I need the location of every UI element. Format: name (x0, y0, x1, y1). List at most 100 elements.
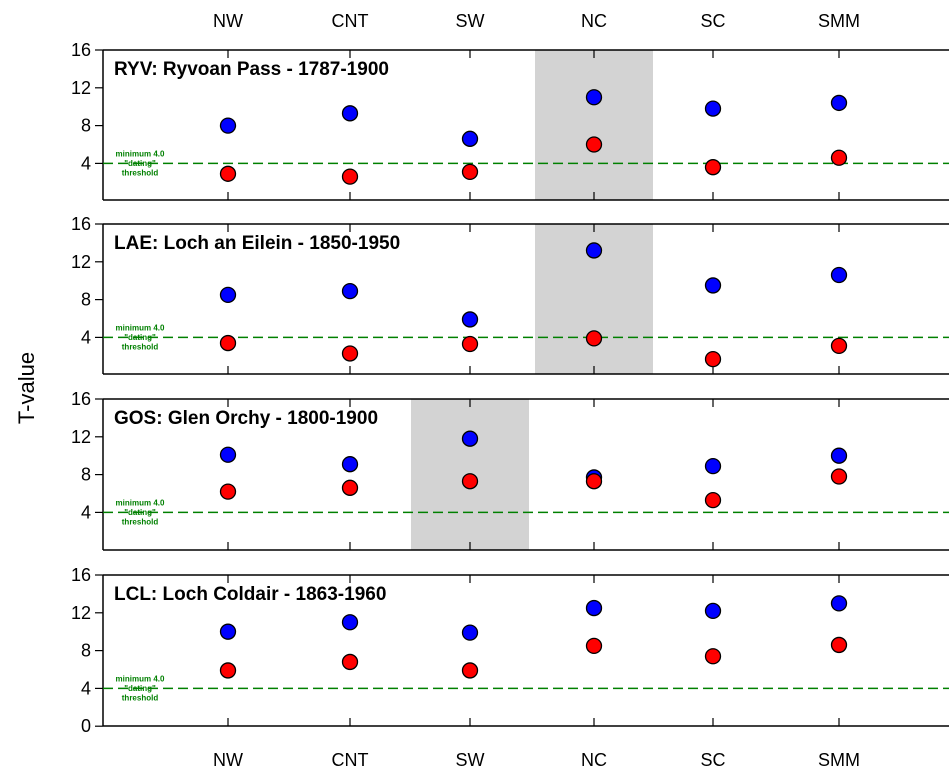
blue-point (585, 242, 603, 259)
red-point (461, 335, 479, 353)
blue-point (461, 430, 479, 447)
blue-point (704, 457, 722, 475)
red-point (585, 136, 603, 153)
blue-point (830, 266, 848, 284)
bottom-category-axis: NW CNT SW NC SC SMM (213, 750, 860, 770)
blue-point (341, 614, 359, 631)
y-tick-label: 8 (81, 641, 91, 661)
y-tick-label: 8 (81, 290, 91, 310)
threshold-label: threshold (122, 343, 159, 352)
bottom-category-label: SC (700, 750, 725, 770)
y-tick-label: 4 (81, 502, 91, 522)
y-tick-label: 4 (81, 153, 91, 173)
panel-title: LCL: Loch Coldair - 1863-1960 (114, 584, 386, 605)
threshold-label: threshold (122, 694, 159, 703)
blue-point (461, 130, 479, 147)
panel: 4 8 12 16 minimum 4.0"dating"threshold GOS: G… (71, 389, 949, 551)
red-point (219, 483, 237, 500)
top-category-label: SC (700, 11, 725, 31)
y-tick-label: 4 (81, 327, 91, 347)
blue-point (461, 311, 479, 328)
bottom-category-label: SW (456, 750, 485, 770)
threshold-label: "dating" (124, 508, 156, 517)
y-tick-label: 12 (71, 427, 91, 447)
y-tick-label: 0 (81, 716, 91, 736)
blue-point (341, 282, 359, 300)
red-point (219, 662, 237, 679)
red-point (461, 163, 479, 181)
red-point (341, 479, 359, 496)
panel: 4 8 12 16 minimum 4.0"dating"threshold LAE: L… (71, 214, 949, 375)
red-point (219, 165, 237, 182)
blue-point (585, 599, 603, 617)
red-point (341, 653, 359, 671)
red-point (585, 330, 603, 347)
bottom-category-label: NC (581, 750, 607, 770)
red-point (461, 473, 479, 490)
blue-point (585, 89, 603, 106)
blue-point (704, 277, 722, 294)
red-point (830, 149, 848, 166)
red-point (704, 648, 722, 665)
red-point (341, 168, 359, 185)
blue-point (704, 100, 722, 117)
red-point (585, 473, 603, 490)
panel-title: GOS: Glen Orchy - 1800-1900 (114, 408, 378, 429)
y-tick-label: 8 (81, 116, 91, 136)
y-tick-label: 12 (71, 603, 91, 623)
blue-point (219, 117, 237, 134)
threshold-label: "dating" (124, 333, 156, 342)
blue-point (341, 456, 359, 473)
red-point (461, 662, 479, 679)
red-point (704, 350, 722, 368)
panel: 4 8 12 16 minimum 4.0"dating"threshold RYV: R… (71, 40, 949, 201)
highlight-band (535, 50, 653, 200)
y-tick-label: 16 (71, 565, 91, 585)
y-tick-label: 16 (71, 40, 91, 60)
red-point (704, 491, 722, 509)
top-category-axis: NW CNT SW NC SC SMM (213, 11, 860, 31)
bottom-category-label: NW (213, 750, 243, 770)
blue-point (461, 624, 479, 641)
y-tick-label: 16 (71, 389, 91, 409)
panel-title: LAE: Loch an Eilein - 1850-1950 (114, 233, 400, 254)
top-category-label: NC (581, 11, 607, 31)
blue-point (341, 105, 359, 122)
blue-point (830, 595, 848, 612)
blue-point (219, 623, 237, 640)
threshold-label: minimum 4.0 (116, 499, 165, 508)
threshold-label: minimum 4.0 (116, 150, 165, 159)
threshold-label: threshold (122, 518, 159, 527)
threshold-label: minimum 4.0 (116, 675, 165, 684)
red-point (830, 468, 848, 485)
red-point (585, 637, 603, 655)
top-category-label: SW (456, 11, 485, 31)
blue-point (219, 446, 237, 463)
top-category-label: SMM (818, 11, 860, 31)
bottom-category-label: SMM (818, 750, 860, 770)
top-category-label: NW (213, 11, 243, 31)
panel: 0 4 8 12 16 minimum 4.0"dating"threshold LCL: … (71, 565, 949, 736)
threshold-label: threshold (122, 169, 159, 178)
y-tick-label: 16 (71, 214, 91, 234)
y-axis-label: T-value (14, 352, 39, 424)
blue-point (219, 286, 237, 304)
blue-point (830, 447, 848, 464)
threshold-label: "dating" (124, 159, 156, 168)
red-point (704, 159, 722, 176)
panel-title: RYV: Ryvoan Pass - 1787-1900 (114, 59, 389, 80)
y-tick-label: 12 (71, 78, 91, 98)
red-point (219, 334, 237, 352)
blue-point (704, 602, 722, 620)
threshold-label: "dating" (124, 684, 156, 693)
bottom-category-label: CNT (332, 750, 369, 770)
y-tick-label: 12 (71, 252, 91, 272)
red-point (830, 337, 848, 355)
top-category-label: CNT (332, 11, 369, 31)
y-tick-label: 8 (81, 465, 91, 485)
red-point (341, 345, 359, 362)
blue-point (830, 94, 848, 112)
threshold-label: minimum 4.0 (116, 324, 165, 333)
